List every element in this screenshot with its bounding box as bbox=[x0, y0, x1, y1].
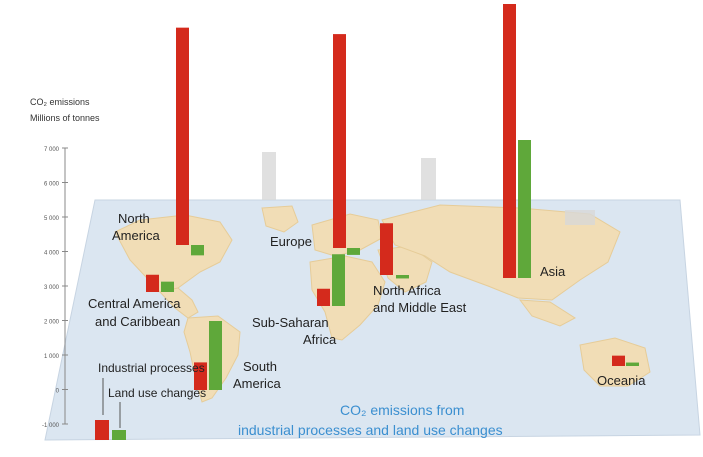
y-tick-label: 6 000 bbox=[44, 182, 60, 188]
region-label-sub-saharan-2: Africa bbox=[303, 332, 337, 347]
bar-industrial-asia bbox=[503, 4, 516, 278]
bars bbox=[146, 4, 639, 390]
y-axis-title-line2: Millions of tonnes bbox=[30, 113, 100, 123]
y-tick-label: 5 000 bbox=[44, 216, 60, 222]
y-axis-title-line1: CO₂ emissions bbox=[30, 97, 90, 107]
bar-land-use-sub-saharan-africa bbox=[332, 254, 345, 306]
region-labels: North America Europe Central America and… bbox=[88, 211, 646, 391]
landmass-greenland bbox=[261, 205, 299, 233]
y-tick-label: 2 000 bbox=[44, 320, 60, 326]
region-label-south-america-2: America bbox=[233, 376, 281, 391]
legend-industrial-swatch bbox=[95, 420, 109, 440]
bar-industrial-central-america-and-caribbean bbox=[146, 274, 159, 292]
bar-land-use-north-america bbox=[191, 245, 204, 256]
y-tick-label: 1 000 bbox=[44, 354, 60, 360]
caption-line2: industrial processes and land use change… bbox=[238, 422, 503, 438]
bar-land-use-north-africa-and-middle-east bbox=[396, 275, 409, 279]
landmass-europe bbox=[311, 213, 383, 257]
bar-land-use-oceania bbox=[626, 362, 639, 366]
region-label-oceania: Oceania bbox=[597, 373, 646, 388]
bar-land-use-central-america-and-caribbean bbox=[161, 281, 174, 292]
region-label-europe: Europe bbox=[270, 234, 312, 249]
bar-land-use-europe bbox=[347, 248, 360, 255]
region-label-central-america-2: and Caribbean bbox=[95, 314, 180, 329]
decorative-arrows bbox=[262, 152, 595, 225]
region-label-south-america-1: South bbox=[243, 359, 277, 374]
y-tick-label: 4 000 bbox=[44, 251, 60, 257]
region-label-sub-saharan-1: Sub-Saharan bbox=[252, 315, 329, 330]
region-label-north-africa-2: and Middle East bbox=[373, 300, 467, 315]
y-tick-label: -1 000 bbox=[42, 423, 60, 429]
y-tick-label: 0 bbox=[56, 389, 60, 395]
region-label-north-america-1: North bbox=[118, 211, 150, 226]
caption-line1: CO₂ emissions from bbox=[340, 402, 464, 418]
bar-industrial-south-america bbox=[194, 362, 207, 390]
landmass-asia bbox=[381, 204, 621, 301]
region-label-asia: Asia bbox=[540, 264, 566, 279]
bar-land-use-south-america bbox=[209, 321, 222, 390]
region-label-north-america-2: America bbox=[112, 228, 160, 243]
y-axis: 7 000 6 000 5 000 4 000 3 000 2 000 1 000 0 -1 0… bbox=[42, 147, 68, 429]
bar-industrial-sub-saharan-africa bbox=[317, 288, 330, 306]
region-label-central-america-1: Central America bbox=[88, 296, 181, 311]
landmass-central-america bbox=[159, 287, 199, 319]
region-label-north-africa-1: North Africa bbox=[373, 283, 442, 298]
legend-industrial-label: Industrial processes bbox=[98, 361, 205, 375]
legend-land-label: Land use changes bbox=[108, 386, 206, 400]
bar-land-use-asia bbox=[518, 140, 531, 278]
legend-land-swatch bbox=[112, 430, 126, 440]
bar-industrial-north-america bbox=[176, 27, 189, 246]
bar-industrial-north-africa-and-middle-east bbox=[380, 223, 393, 275]
y-tick-label: 7 000 bbox=[44, 147, 60, 153]
landmass-southeast-asia bbox=[518, 299, 576, 327]
y-tick-label: 3 000 bbox=[44, 285, 60, 291]
bar-industrial-europe bbox=[333, 34, 346, 248]
legend: Industrial processes Land use changes bbox=[95, 361, 206, 440]
bar-industrial-oceania bbox=[612, 355, 625, 366]
